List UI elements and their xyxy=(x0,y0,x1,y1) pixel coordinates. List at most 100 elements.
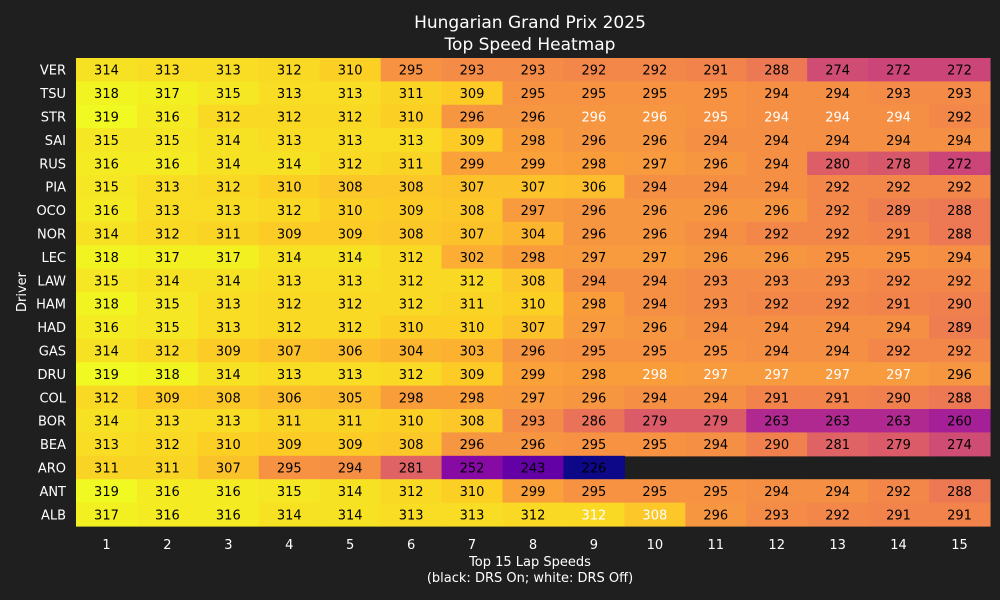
cell-value-label: 312 xyxy=(399,251,424,266)
cell-value-label: 302 xyxy=(460,251,485,266)
cell-value-label: 294 xyxy=(338,462,363,477)
cell-value-label: 290 xyxy=(886,391,911,406)
heatmap-cell xyxy=(76,151,138,176)
heatmap-cell xyxy=(624,245,686,270)
cell-value-label: 314 xyxy=(277,157,302,172)
heatmap-cell xyxy=(807,292,869,316)
cell-value-label: 292 xyxy=(886,274,911,289)
cell-value-label: 263 xyxy=(825,415,850,430)
cell-value-label: 312 xyxy=(216,111,241,126)
heatmap-cell xyxy=(319,104,382,129)
cell-value-label: 313 xyxy=(277,134,302,149)
heatmap-cell xyxy=(929,104,991,129)
cell-value-label: 313 xyxy=(216,321,241,336)
x-tick-label: 13 xyxy=(829,538,846,553)
heatmap-cell xyxy=(563,362,625,387)
heatmap-cell xyxy=(624,104,686,129)
heatmap-cell xyxy=(441,479,504,504)
heatmap-cell xyxy=(380,245,443,270)
heatmap-cell xyxy=(868,409,930,433)
cell-value-label: 294 xyxy=(825,321,850,336)
cell-value-label: 293 xyxy=(764,274,789,289)
cell-value-label: 226 xyxy=(581,462,606,477)
cell-value-label: 293 xyxy=(703,298,728,313)
heatmap-cell xyxy=(746,128,808,153)
cell-value-label: 307 xyxy=(460,228,485,243)
cell-value-label: 316 xyxy=(94,321,119,336)
heatmap-cell xyxy=(197,221,260,246)
cell-value-label: 308 xyxy=(399,438,424,453)
cell-value-label: 317 xyxy=(155,251,180,266)
cell-value-label: 296 xyxy=(581,134,606,149)
heatmap-cell xyxy=(441,175,504,199)
heatmap-cell xyxy=(929,479,991,504)
heatmap-cell xyxy=(441,268,504,293)
cell-value-label: 288 xyxy=(764,64,789,79)
cell-value-label: 292 xyxy=(825,181,850,196)
cell-value-label: 312 xyxy=(338,321,363,336)
y-tick-label: GAS xyxy=(39,345,66,360)
cell-value-label: 298 xyxy=(642,368,667,383)
cell-value-label: 294 xyxy=(886,134,911,149)
heatmap-cell xyxy=(563,315,625,340)
heatmap-cell xyxy=(624,175,686,199)
x-tick-label: 6 xyxy=(407,538,415,553)
heatmap-cell xyxy=(441,432,504,457)
cell-value-label: 307 xyxy=(521,321,546,336)
cell-value-label: 291 xyxy=(825,391,850,406)
heatmap-cell xyxy=(380,292,443,316)
heatmap-cell xyxy=(258,338,321,363)
heatmap-cell xyxy=(76,432,138,457)
cell-value-label: 297 xyxy=(703,368,728,383)
cell-value-label: 309 xyxy=(460,134,485,149)
cell-value-label: 312 xyxy=(155,345,180,360)
cell-value-label: 296 xyxy=(642,111,667,126)
cell-value-label: 313 xyxy=(277,368,302,383)
cell-value-label: 296 xyxy=(581,391,606,406)
heatmap-cell xyxy=(868,315,930,340)
x-tick-label: 12 xyxy=(768,538,785,553)
cell-value-label: 311 xyxy=(460,298,485,313)
heatmap-cell xyxy=(197,292,260,316)
cell-value-label: 312 xyxy=(277,321,302,336)
cell-value-label: 243 xyxy=(521,462,546,477)
cell-value-label: 295 xyxy=(581,345,606,360)
heatmap-cell xyxy=(624,362,686,387)
heatmap-cell xyxy=(136,128,199,153)
heatmap-cell xyxy=(563,385,625,410)
heatmap-cell xyxy=(807,268,869,293)
y-tick-label: LEC xyxy=(41,251,66,266)
x-tick-label: 3 xyxy=(224,538,232,553)
cell-value-label: 316 xyxy=(216,508,241,523)
cell-value-label: 313 xyxy=(338,87,363,102)
cell-value-label: 315 xyxy=(155,321,180,336)
cell-value-label: 294 xyxy=(764,181,789,196)
heatmap-cell xyxy=(258,292,321,316)
heatmap-cell xyxy=(319,198,382,223)
cell-value-label: 315 xyxy=(155,134,180,149)
heatmap-cell xyxy=(746,479,808,504)
heatmap-cell xyxy=(563,175,625,199)
cell-value-label: 312 xyxy=(277,204,302,219)
heatmap-cell xyxy=(258,58,321,82)
cell-value-label: 296 xyxy=(521,345,546,360)
cell-value-label: 313 xyxy=(277,274,302,289)
cell-value-label: 294 xyxy=(642,274,667,289)
x-tick-label: 15 xyxy=(951,538,968,553)
heatmap-cell xyxy=(563,432,625,457)
heatmap-cell xyxy=(868,104,930,129)
cell-value-label: 296 xyxy=(521,438,546,453)
heatmap-cell xyxy=(441,245,504,270)
heatmap-cell xyxy=(136,315,199,340)
heatmap-cell xyxy=(319,151,382,176)
chart-title: Hungarian Grand Prix 2025 xyxy=(414,13,646,33)
cell-value-label: 299 xyxy=(521,157,546,172)
x-tick-label: 10 xyxy=(647,538,664,553)
heatmap-cell xyxy=(624,151,686,176)
heatmap-cell xyxy=(76,58,138,82)
heatmap-cell xyxy=(197,432,260,457)
cell-value-label: 316 xyxy=(94,157,119,172)
cell-value-label: 295 xyxy=(886,251,911,266)
heatmap-cell xyxy=(319,268,382,293)
heatmap-cell xyxy=(807,409,869,433)
